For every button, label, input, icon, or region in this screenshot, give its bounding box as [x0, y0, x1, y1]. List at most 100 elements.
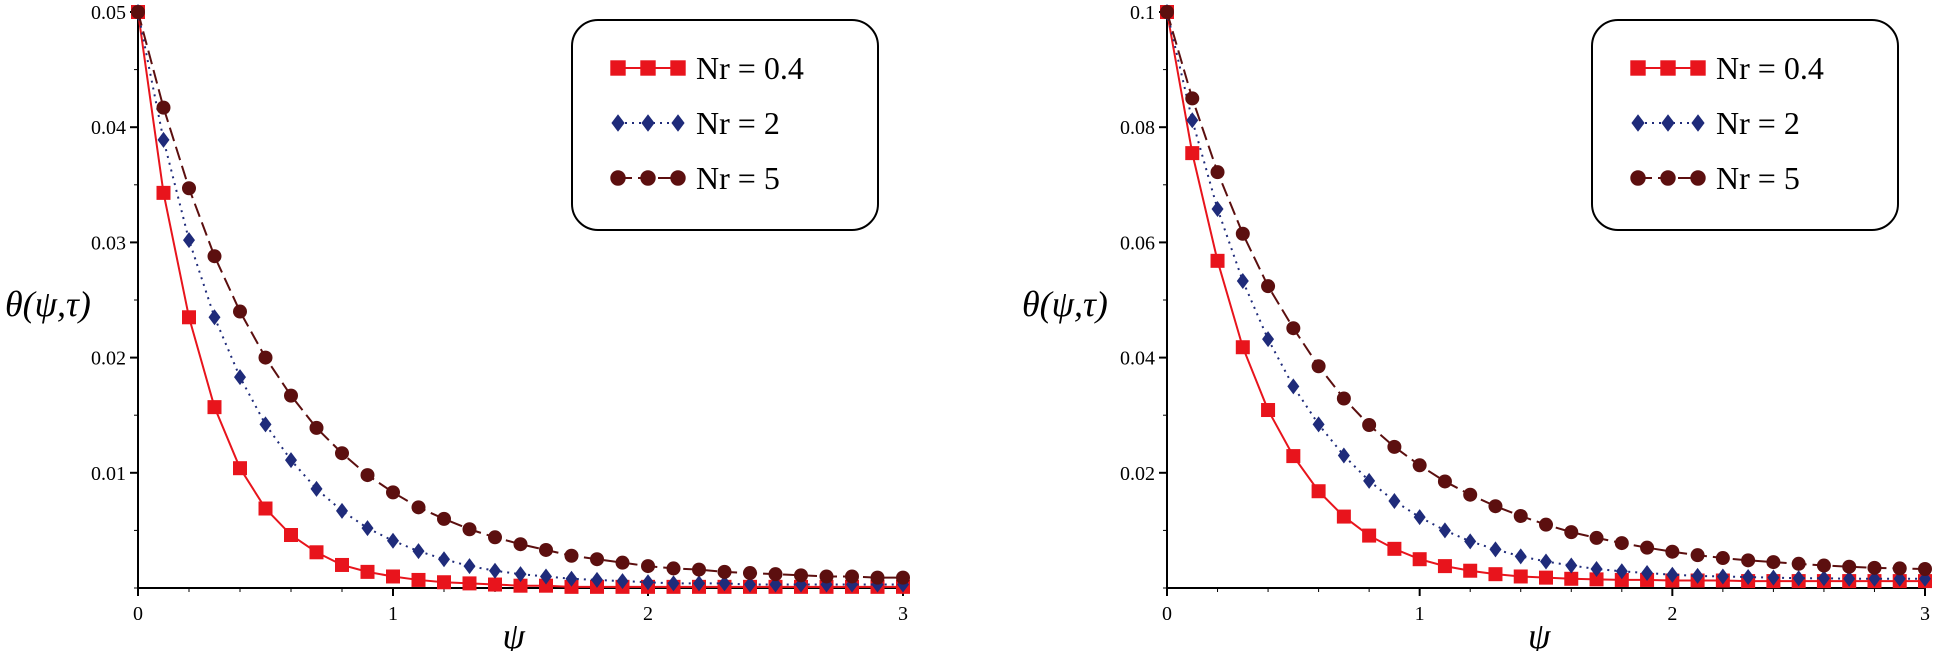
- square-marker: [233, 461, 247, 476]
- diamond-marker: [1666, 566, 1679, 583]
- square-marker: [360, 564, 375, 579]
- circle-marker: [1715, 551, 1730, 566]
- series-3: [131, 5, 910, 585]
- y-tick-label: 0.08: [1120, 117, 1155, 139]
- circle-marker: [896, 570, 910, 585]
- x-tick-label: 2: [643, 603, 653, 625]
- square-marker: [1311, 484, 1326, 499]
- diamond-marker: [1641, 565, 1654, 582]
- circle-marker: [437, 511, 451, 526]
- legend-item-3: Nr = 5: [610, 160, 780, 196]
- square-marker: [309, 545, 324, 560]
- diamond-marker: [1514, 548, 1527, 565]
- square-marker: [411, 572, 426, 587]
- legend: Nr = 0.4 Nr = 2 Nr = 5: [571, 19, 879, 231]
- legend-label: Nr = 5: [696, 160, 780, 196]
- diamond-marker: [438, 551, 450, 568]
- circle-marker: [1741, 553, 1756, 568]
- diamond-marker: [361, 520, 374, 537]
- square-marker: [1660, 60, 1676, 76]
- diamond-marker: [412, 543, 425, 560]
- circle-marker: [1665, 544, 1680, 559]
- square-marker: [1589, 572, 1604, 587]
- square-marker: [513, 578, 528, 593]
- y-tick-label: 0.1: [1130, 2, 1155, 24]
- square-marker: [1488, 567, 1503, 582]
- diamond-marker: [1661, 114, 1675, 132]
- diamond-marker: [1312, 416, 1325, 433]
- y-tick-label: 0.03: [91, 232, 126, 254]
- square-marker: [1614, 572, 1629, 587]
- diamond-marker: [157, 131, 170, 148]
- legend-label: Nr = 0.4: [1716, 50, 1824, 86]
- x-axis-label: ψ: [503, 616, 526, 651]
- circle-marker: [743, 566, 757, 581]
- square-marker: [539, 578, 553, 593]
- legend-item-3: Nr = 5: [1630, 160, 1800, 196]
- circle-marker: [207, 249, 222, 264]
- legend-label: Nr = 2: [696, 105, 780, 141]
- diamond-marker: [1691, 567, 1704, 584]
- x-tick-label: 2: [1667, 603, 1677, 625]
- square-marker: [488, 577, 502, 592]
- diamond-marker: [1413, 509, 1426, 526]
- diamond-marker: [540, 568, 552, 585]
- diamond-marker: [1211, 200, 1224, 217]
- circle-marker: [360, 468, 375, 483]
- diamond-marker: [285, 452, 297, 469]
- square-marker: [1336, 509, 1351, 524]
- diamond-marker: [671, 114, 685, 132]
- square-marker: [437, 575, 451, 590]
- x-tick-label: 0: [133, 603, 143, 625]
- circle-marker: [1362, 417, 1377, 432]
- circle-marker: [1614, 536, 1629, 551]
- legend-label: Nr = 5: [1716, 160, 1800, 196]
- circle-marker: [1690, 548, 1705, 563]
- circle-marker: [258, 350, 273, 365]
- square-marker: [1513, 569, 1528, 584]
- square-marker: [1286, 449, 1301, 464]
- diamond-marker: [183, 232, 195, 249]
- circle-marker: [819, 569, 834, 584]
- circle-marker: [1160, 5, 1174, 19]
- diamond-marker: [463, 558, 476, 575]
- diamond-marker: [1287, 378, 1300, 395]
- circle-marker: [870, 570, 885, 585]
- square-marker: [640, 60, 656, 76]
- square-marker: [1630, 60, 1646, 76]
- circle-marker: [1286, 321, 1301, 336]
- circle-marker: [309, 420, 324, 435]
- x-tick-label: 0: [1162, 603, 1172, 625]
- legend-label: Nr = 2: [1716, 105, 1800, 141]
- circle-marker: [156, 100, 171, 115]
- circle-marker: [717, 564, 732, 579]
- square-marker: [462, 576, 477, 591]
- square-marker: [610, 60, 626, 76]
- circle-marker: [1336, 391, 1351, 406]
- circle-marker: [411, 500, 426, 515]
- circle-marker: [1488, 499, 1503, 514]
- diamond-marker: [769, 576, 782, 593]
- circle-marker: [1791, 556, 1806, 571]
- diamond-marker: [1868, 570, 1881, 587]
- square-marker: [1387, 541, 1402, 556]
- diamond-marker: [1565, 557, 1578, 574]
- square-marker: [1463, 563, 1478, 578]
- legend-item-2: Nr = 2: [611, 105, 780, 141]
- diamond-marker: [1590, 560, 1603, 577]
- chart-panel-2: 0 1 2 30.020.040.060.080.1ψθ(ψ,τ)Nr = 0.4Nr…: [1022, 2, 1932, 651]
- circle-marker: [1437, 474, 1452, 489]
- y-axis-label: θ(ψ,τ): [1022, 284, 1108, 324]
- diamond-marker: [1236, 272, 1249, 289]
- diamond-marker: [310, 480, 323, 497]
- circle-marker: [641, 559, 655, 574]
- legend: Nr = 0.4 Nr = 2 Nr = 5: [1591, 19, 1899, 231]
- square-marker: [207, 400, 222, 415]
- circle-marker: [670, 170, 686, 186]
- circle-marker: [1311, 359, 1326, 374]
- diamond-marker: [1691, 114, 1705, 132]
- square-marker: [156, 185, 171, 200]
- circle-marker: [1185, 91, 1200, 106]
- circle-marker: [1918, 561, 1932, 576]
